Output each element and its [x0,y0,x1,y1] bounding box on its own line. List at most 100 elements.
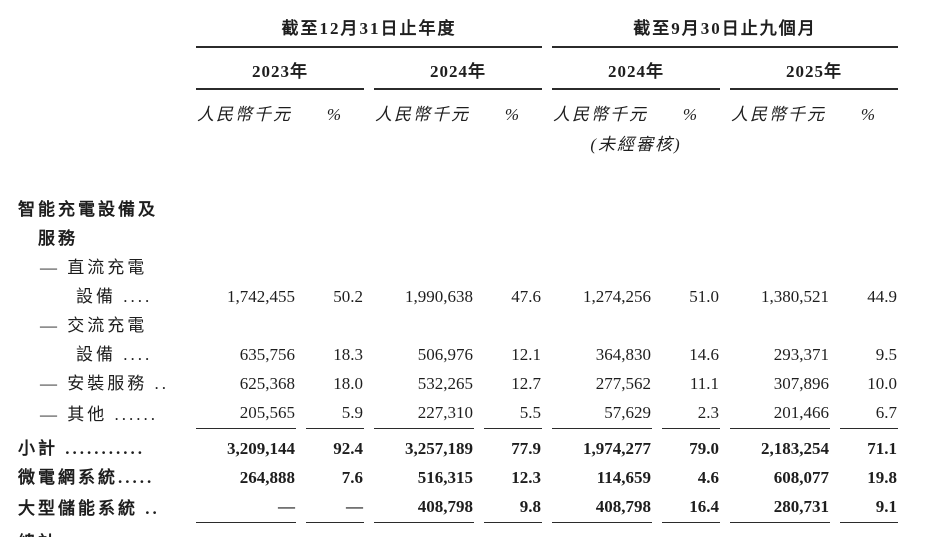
table-row: — 直流充電 [18,253,898,282]
table-row: 小計 ........... 3,209,144 92.4 3,257,189 77.9… [18,429,898,463]
cell-value: 92.4 [333,439,363,458]
cell-value: 201,466 [730,398,830,429]
cell-value: 12.3 [511,468,541,487]
cell-value: 12.7 [511,374,541,393]
table-row: 智能充電設備及 [18,195,898,224]
cell-value: 50.2 [333,287,363,306]
cell-value [730,195,830,224]
table-row: 設備 .... 1,742,455 50.2 1,990,638 47.6 1,274,2… [18,282,898,311]
cell-value: 77.9 [511,439,541,458]
table-row: — 安裝服務 .. 625,368 18.0 532,265 12.7 277,562 11… [18,369,898,398]
unit-amount-header: 人民幣千元 [375,105,470,124]
table-row: 大型儲能系統 .. — — 408,798 9.8 408,798 16.4 280,731 9… [18,492,898,523]
cell-value [374,311,474,340]
cell-value [662,253,720,282]
cell-value: 19.8 [867,468,897,487]
row-label: 大型儲能系統 .. [18,499,160,518]
cell-value: 3,072,062 [730,523,830,537]
cell-value: 100.0 [306,523,364,537]
cell-value: 205,565 [196,398,296,429]
cell-value [552,253,652,282]
unit-percent-header: % [326,105,344,124]
cell-value: 11.1 [689,374,719,393]
cell-value [840,224,898,253]
cell-value: 2,183,254 [761,439,829,458]
cell-value: — [196,492,296,523]
table-row: — 其他 ...... 205,565 5.9 227,310 5.5 57,629 2.3… [18,398,898,429]
cell-value: 408,798 [552,492,652,523]
cell-value [374,253,474,282]
cell-value: 1,380,521 [761,287,829,306]
cell-value [840,195,898,224]
cell-value: 9.8 [484,492,542,523]
table-row: 設備 .... 635,756 18.3 506,976 12.1 364,830 14.6… [18,340,898,369]
cell-value: 47.6 [511,287,541,306]
row-label: 設備 .... [76,345,153,364]
cell-value: 608,077 [773,468,829,487]
cell-value [484,253,542,282]
cell-value: 1,974,277 [583,439,651,458]
cell-value: 1,742,455 [227,287,295,306]
row-label: 智能充電設備及 [18,200,158,219]
cell-value: 7.6 [341,468,363,487]
row-label: 服務 [38,229,78,248]
cell-value: 6.7 [840,398,898,429]
cell-value [484,195,542,224]
cell-value: 625,368 [239,374,295,393]
cell-value: 2,497,734 [552,523,652,537]
year-header-row: 2023年 2024年 2024年 2025年 [18,48,898,90]
table-row: 微電網系統..... 264,888 7.6 516,315 12.3 114,659 4.… [18,463,898,492]
row-label: 設備 .... [76,287,153,306]
cell-value: 293,371 [773,345,829,364]
cell-value [662,195,720,224]
cell-value: 408,798 [374,492,474,523]
cell-value [730,311,830,340]
row-label: — 其他 ...... [40,405,158,424]
cell-value [306,311,364,340]
unit-percent-header: % [682,105,700,124]
row-label: 總計 ........... [18,523,186,537]
cell-value: 18.0 [333,374,363,393]
cell-value [374,195,474,224]
cell-value [484,224,542,253]
cell-value: 4.6 [697,468,719,487]
cell-value [730,253,830,282]
cell-value: 100.0 [662,523,720,537]
unaudited-note-row: (未經審核) [18,126,898,157]
cell-value: 10.0 [867,374,897,393]
year-2024-nine-months: 2024年 [552,48,720,90]
cell-value: 100.0 [484,523,542,537]
cell-value [730,224,830,253]
cell-value [662,224,720,253]
cell-value [552,311,652,340]
cell-value: 5.5 [484,398,542,429]
period-header-row: 截至12月31日止年度 截至9月30日止九個月 [18,10,898,48]
cell-value [840,253,898,282]
cell-value: 9.1 [840,492,898,523]
cell-value: 9.5 [875,345,897,364]
year-2025: 2025年 [730,48,898,90]
unit-amount-header: 人民幣千元 [731,105,826,124]
cell-value: 5.9 [306,398,364,429]
cell-value: 18.3 [333,345,363,364]
cell-value: 3,209,144 [227,439,295,458]
row-label: 小計 ........... [18,439,145,458]
cell-value: 635,756 [239,345,295,364]
cell-value: 2.3 [662,398,720,429]
cell-value: 264,888 [239,468,295,487]
cell-value [306,224,364,253]
table-row: — 交流充電 [18,311,898,340]
cell-value: 71.1 [867,439,897,458]
cell-value [196,311,296,340]
cell-value [306,253,364,282]
cell-value: 100.0 [840,523,898,537]
row-label: — 安裝服務 .. [40,374,169,393]
cell-value: 3,474,032 [196,523,296,537]
cell-value [374,224,474,253]
unaudited-note: (未經審核) [590,135,682,154]
unit-percent-header: % [860,105,878,124]
unit-percent-header: % [504,105,522,124]
unit-header-row: 人民幣千元 % 人民幣千元 % 人民幣千元 % 人民幣千元 % [18,90,898,126]
period-title-nine-months: 截至9月30日止九個月 [552,10,898,48]
